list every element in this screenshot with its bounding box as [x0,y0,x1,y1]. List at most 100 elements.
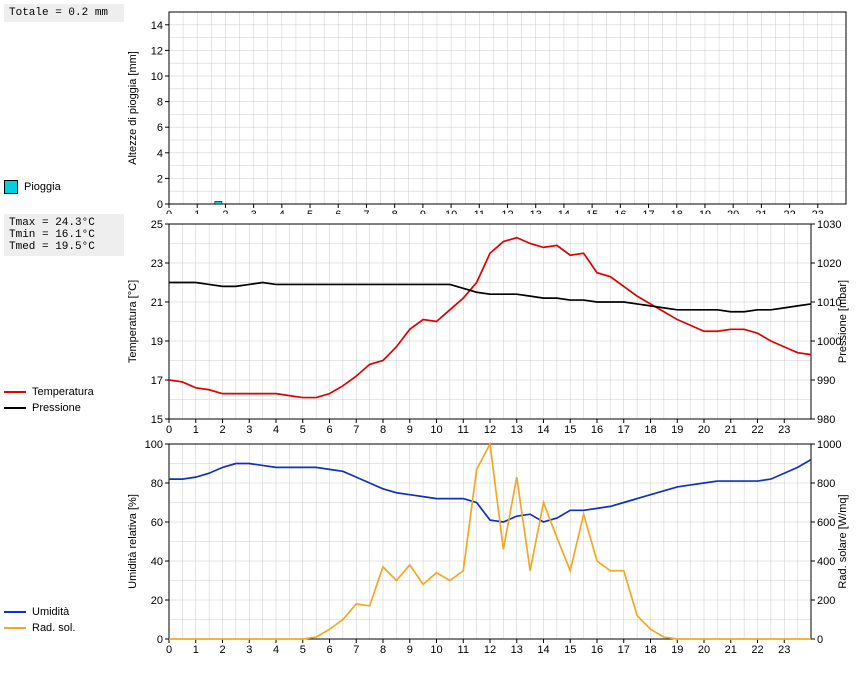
svg-text:3: 3 [246,424,252,434]
svg-text:23: 23 [778,644,790,654]
svg-text:12: 12 [484,644,496,654]
svg-text:16: 16 [591,644,603,654]
legend-label-radsol: Rad. sol. [32,622,75,634]
legend-label-pressione: Pressione [32,402,81,414]
temp-pressure-chart: 0123456789101112131415161718192021222315… [124,214,856,434]
svg-text:25: 25 [151,219,163,231]
svg-text:19: 19 [671,644,683,654]
svg-text:0: 0 [166,424,172,434]
svg-text:23: 23 [151,258,163,270]
svg-text:17: 17 [618,644,630,654]
svg-text:22: 22 [751,424,763,434]
svg-text:1030: 1030 [817,219,841,231]
chart-container: Totale = 0.2 mm Pioggia 0123456789101112… [4,4,856,654]
svg-text:Pressione [mbar]: Pressione [mbar] [837,280,849,363]
svg-text:18: 18 [644,644,656,654]
svg-text:2: 2 [157,173,163,185]
svg-text:2: 2 [219,644,225,654]
svg-text:13: 13 [511,424,523,434]
legend-item-umidita: Umidità [4,606,124,618]
legend-label-umidita: Umidità [32,606,69,618]
svg-text:990: 990 [817,375,835,387]
temp-legend: Temperatura Pressione [4,386,124,414]
svg-text:980: 980 [817,414,835,426]
svg-text:1: 1 [193,644,199,654]
temp-info-box: Tmax = 24.3°C Tmin = 16.1°C Tmed = 19.5°… [4,214,124,256]
svg-text:8: 8 [157,97,163,109]
svg-text:20: 20 [698,424,710,434]
svg-text:15: 15 [564,644,576,654]
svg-text:4: 4 [273,424,279,434]
svg-text:3: 3 [246,644,252,654]
svg-text:60: 60 [151,517,163,529]
svg-text:1020: 1020 [817,258,841,270]
svg-text:6: 6 [157,122,163,134]
svg-text:15: 15 [564,424,576,434]
svg-text:6: 6 [326,424,332,434]
svg-text:10: 10 [430,644,442,654]
svg-text:7: 7 [353,424,359,434]
legend-swatch-pressione [4,407,26,409]
svg-text:11: 11 [458,644,469,654]
svg-text:5: 5 [300,644,306,654]
svg-text:4: 4 [273,644,279,654]
svg-text:8: 8 [380,424,386,434]
legend-item-radsol: Rad. sol. [4,622,124,634]
svg-text:12: 12 [484,424,496,434]
humidity-legend: Umidità Rad. sol. [4,606,124,634]
svg-text:Umidità relativa [%]: Umidità relativa [%] [127,494,139,589]
svg-text:800: 800 [817,478,835,490]
svg-text:20: 20 [698,644,710,654]
legend-label-temperatura: Temperatura [32,386,94,398]
svg-text:17: 17 [618,424,630,434]
svg-text:1: 1 [193,424,199,434]
svg-text:20: 20 [151,595,163,607]
svg-text:40: 40 [151,556,163,568]
svg-text:5: 5 [300,424,306,434]
svg-text:Rad. solare [W/mq]: Rad. solare [W/mq] [837,494,849,588]
svg-text:Altezze di pioggia [mm]: Altezze di pioggia [mm] [127,51,139,165]
svg-text:100: 100 [145,439,163,451]
svg-text:0: 0 [157,199,163,211]
legend-swatch-radsol [4,627,26,629]
svg-text:21: 21 [725,644,737,654]
svg-text:80: 80 [151,478,163,490]
svg-text:17: 17 [151,375,163,387]
svg-text:13: 13 [511,644,523,654]
svg-text:14: 14 [537,424,549,434]
svg-text:9: 9 [407,644,413,654]
svg-text:19: 19 [671,424,683,434]
svg-text:6: 6 [326,644,332,654]
svg-text:2: 2 [219,424,225,434]
svg-text:14: 14 [537,644,549,654]
svg-text:200: 200 [817,595,835,607]
rain-chart: 0123456789101112131415161718192021222302… [124,4,856,214]
svg-text:15: 15 [151,414,163,426]
svg-text:12: 12 [151,45,163,57]
svg-text:10: 10 [430,424,442,434]
svg-text:0: 0 [157,634,163,646]
legend-swatch-temperatura [4,391,26,393]
legend-label-pioggia: Pioggia [24,181,61,193]
svg-text:16: 16 [591,424,603,434]
svg-text:0: 0 [166,644,172,654]
svg-text:400: 400 [817,556,835,568]
svg-text:23: 23 [778,424,790,434]
svg-text:Temperatura [°C]: Temperatura [°C] [127,280,139,363]
svg-text:18: 18 [644,424,656,434]
legend-item-pioggia: Pioggia [4,180,124,194]
panel-temp-pressure: Tmax = 24.3°C Tmin = 16.1°C Tmed = 19.5°… [4,214,856,434]
svg-text:11: 11 [458,424,469,434]
svg-text:1000: 1000 [817,439,841,451]
svg-text:21: 21 [151,297,163,309]
svg-text:4: 4 [157,148,163,160]
svg-text:7: 7 [353,644,359,654]
svg-text:10: 10 [151,71,163,83]
legend-swatch-pioggia [4,180,18,194]
svg-text:0: 0 [817,634,823,646]
humidity-solar-chart: 0123456789101112131415161718192021222302… [124,434,856,654]
svg-text:14: 14 [151,20,163,32]
legend-swatch-umidita [4,611,26,613]
legend-item-pressione: Pressione [4,402,124,414]
svg-text:19: 19 [151,336,163,348]
